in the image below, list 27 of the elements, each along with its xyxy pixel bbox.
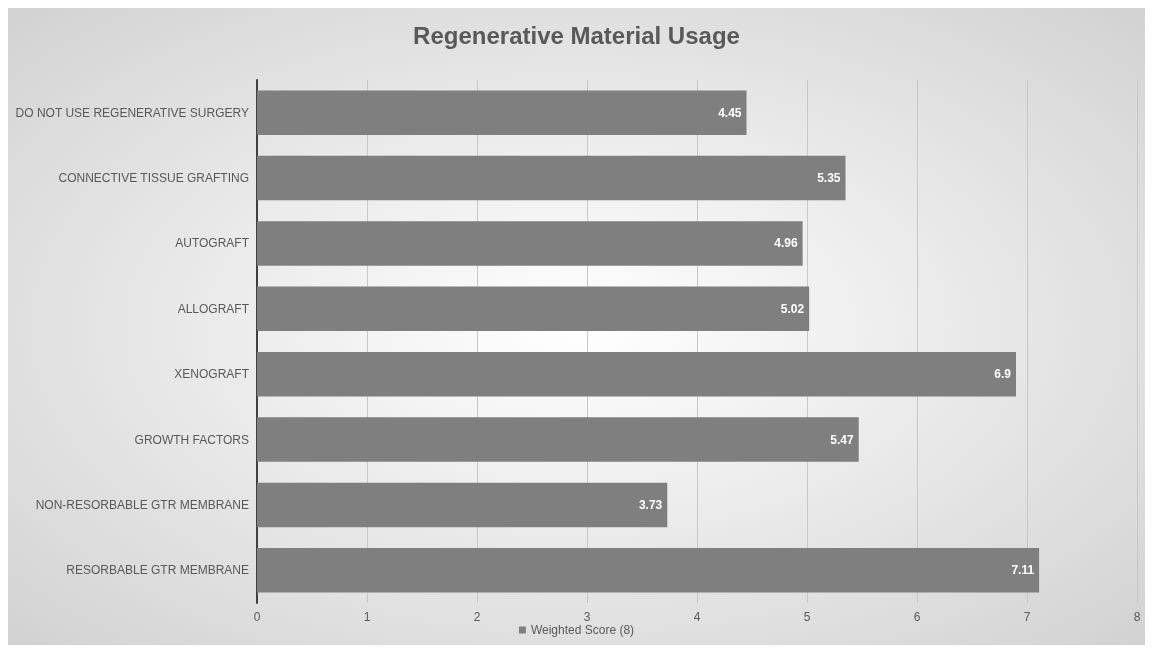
x-tick-label: 4 — [693, 610, 701, 624]
y-tick-label: GROWTH FACTORS — [134, 432, 249, 447]
legend-label: Weighted Score (8) — [530, 623, 635, 637]
x-tick-label: 2 — [473, 610, 481, 624]
data-label: 5.02 — [780, 301, 805, 316]
x-tick-label: 5 — [803, 610, 811, 624]
data-label: 6.9 — [994, 367, 1012, 382]
data-label: 5.47 — [830, 432, 855, 447]
x-tick-label: 3 — [583, 610, 591, 624]
x-tick-label: 1 — [363, 610, 371, 624]
y-tick-label: ALLOGRAFT — [177, 301, 250, 316]
data-label: 4.45 — [718, 105, 742, 120]
x-tick-label: 8 — [1133, 610, 1141, 624]
data-label: 5.35 — [817, 171, 841, 186]
y-tick-label: CONNECTIVE TISSUE GRAFTING — [58, 171, 249, 186]
y-tick-label: NON-RESORBABLE GTR MEMBRANE — [35, 497, 249, 512]
x-tick-label: 0 — [253, 610, 261, 624]
y-tick-label: RESORBABLE GTR MEMBRANE — [66, 563, 249, 578]
data-label: 4.96 — [774, 236, 798, 251]
y-tick-label: DO NOT USE REGENERATIVE SURGERY — [15, 105, 249, 120]
x-tick-label: 7 — [1023, 610, 1031, 624]
y-tick-label: AUTOGRAFT — [175, 236, 250, 251]
data-label: 7.11 — [1011, 563, 1035, 578]
chart-title: Regenerative Material Usage — [413, 21, 740, 49]
x-tick-label: 6 — [913, 610, 921, 624]
y-tick-label: XENOGRAFT — [174, 367, 250, 382]
data-label: 3.73 — [638, 497, 663, 512]
